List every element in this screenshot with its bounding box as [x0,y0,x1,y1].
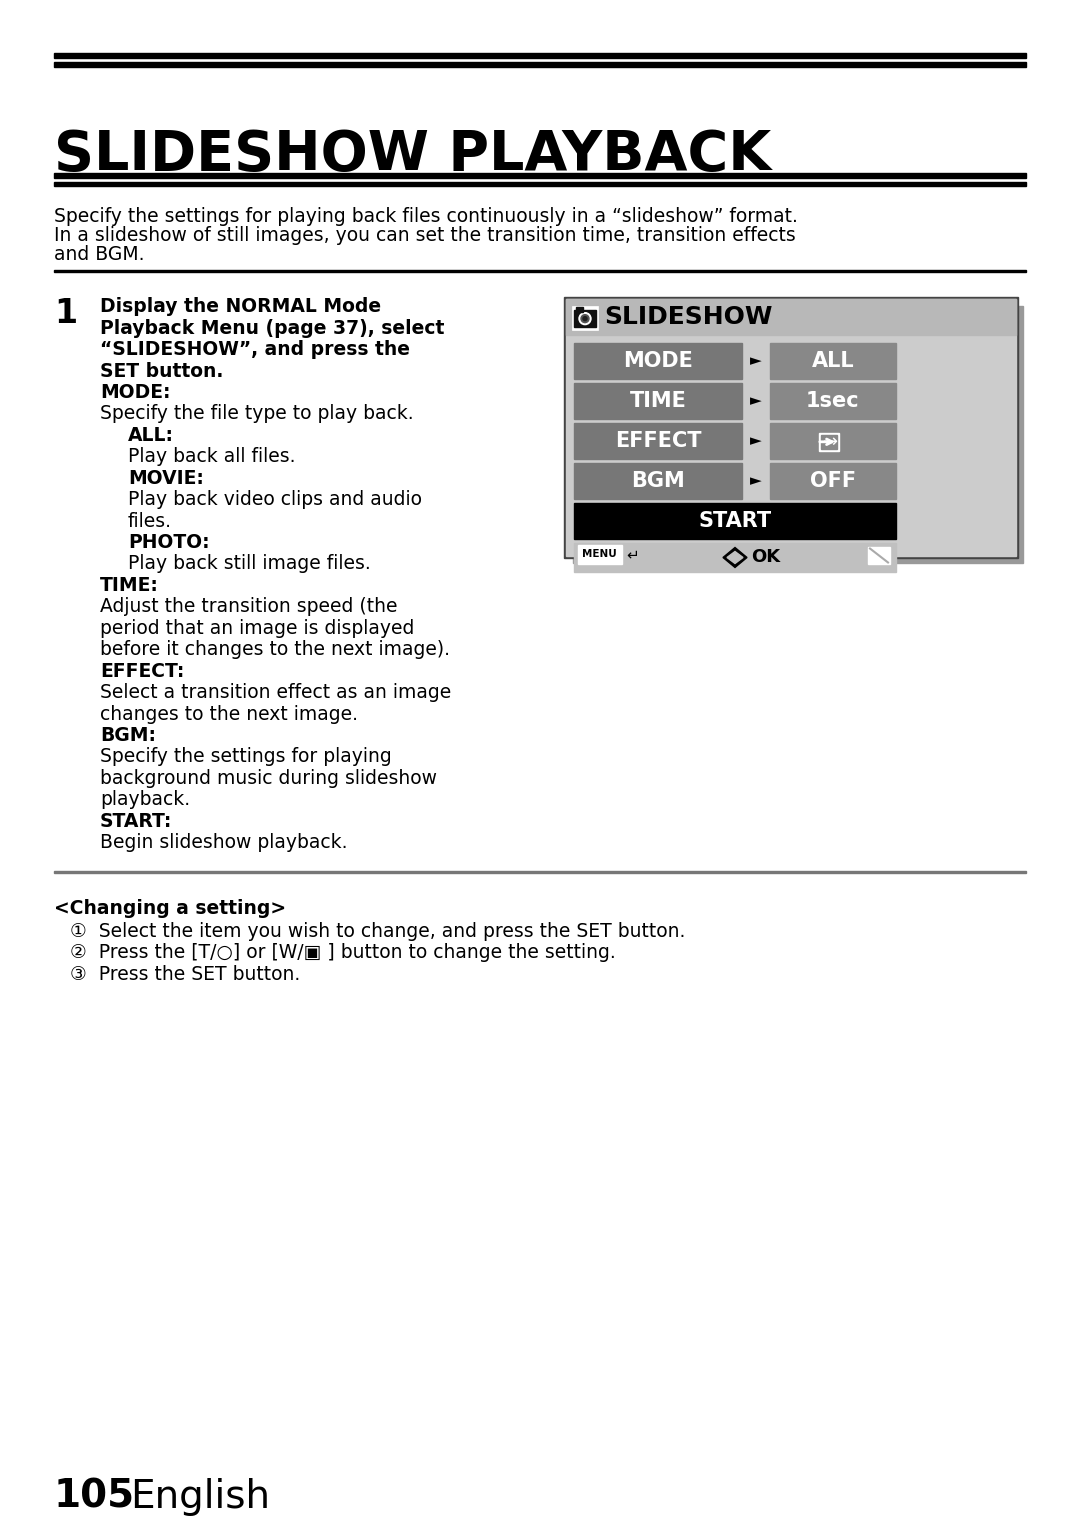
Bar [573,383,742,418]
Text: SLIDESHOW: SLIDESHOW [604,305,772,330]
Text: background music during slideshow: background music during slideshow [100,769,437,787]
Circle shape [579,313,591,325]
Text: Play back all files.: Play back all files. [129,447,296,467]
Text: EFFECT: EFFECT [615,430,701,450]
Text: START: START [699,511,771,531]
Circle shape [583,316,588,320]
Bar [576,307,583,313]
Bar [819,433,839,450]
Bar [770,462,896,499]
Text: “SLIDESHOW”, and press the: “SLIDESHOW”, and press the [100,340,410,359]
Bar [573,307,1023,563]
Text: SET button.: SET button. [100,362,224,380]
Circle shape [581,314,589,322]
Text: PHOTO:: PHOTO: [129,533,210,552]
Text: TIME:: TIME: [100,575,159,595]
Text: ①  Select the item you wish to change, and press the SET button.: ① Select the item you wish to change, an… [70,922,686,940]
Bar [770,423,896,459]
Text: Specify the settings for playing back files continuously in a “slideshow” format: Specify the settings for playing back fi… [54,208,798,226]
Bar [770,343,896,378]
Text: 105: 105 [54,1479,135,1515]
Bar [573,543,896,572]
Text: Specify the settings for playing: Specify the settings for playing [100,748,392,766]
Text: and BGM.: and BGM. [54,246,145,264]
Text: Playback Menu (page 37), select: Playback Menu (page 37), select [100,319,444,337]
Text: BGM: BGM [631,470,685,491]
Text: EFFECT:: EFFECT: [100,662,185,681]
Text: Specify the file type to play back.: Specify the file type to play back. [100,404,414,423]
Text: playback.: playback. [100,790,190,809]
Bar [573,462,742,499]
Bar [566,299,1016,336]
Text: changes to the next image.: changes to the next image. [100,705,357,723]
Text: Begin slideshow playback.: Begin slideshow playback. [100,833,348,852]
Text: Play back still image files.: Play back still image files. [129,554,370,574]
Text: MODE:: MODE: [100,383,171,401]
Bar [54,63,1026,67]
Text: files.: files. [129,511,172,531]
Text: Play back video clips and audio: Play back video clips and audio [129,490,422,510]
Text: →: → [823,433,838,450]
Text: TIME: TIME [630,391,687,410]
Text: 1: 1 [54,298,77,330]
Text: 1sec: 1sec [806,391,860,410]
Polygon shape [723,548,747,568]
Bar [868,546,890,565]
Bar [573,423,742,459]
Text: ↵: ↵ [626,546,638,562]
Text: ALL:: ALL: [129,426,174,446]
Text: ►: ► [751,433,761,449]
Text: Select a transition effect as an image: Select a transition effect as an image [100,684,451,702]
Text: <Changing a setting>: <Changing a setting> [54,899,286,917]
Bar [54,172,1026,177]
Bar [770,383,896,418]
Bar [821,435,837,449]
Text: BGM:: BGM: [100,726,156,745]
Text: English: English [130,1479,270,1515]
Polygon shape [727,551,743,563]
Text: ③  Press the SET button.: ③ Press the SET button. [70,966,300,984]
Text: START:: START: [100,812,173,830]
Text: ②  Press the [T/○] or [W/▣ ] button to change the setting.: ② Press the [T/○] or [W/▣ ] button to ch… [70,943,616,963]
Bar [54,270,1026,272]
Bar [566,299,1016,557]
Bar [564,298,1018,559]
Text: MOVIE:: MOVIE: [129,468,204,488]
Bar [578,545,622,565]
Text: ►: ► [751,473,761,488]
Text: OK: OK [751,548,780,566]
Bar [572,307,598,330]
Text: ►: ► [751,394,761,409]
Bar [573,310,596,327]
Bar [54,53,1026,58]
Text: before it changes to the next image).: before it changes to the next image). [100,641,450,659]
Text: In a slideshow of still images, you can set the transition time, transition effe: In a slideshow of still images, you can … [54,226,796,246]
Text: Adjust the transition speed (the: Adjust the transition speed (the [100,597,397,617]
Text: period that an image is displayed: period that an image is displayed [100,620,415,638]
Text: Display the NORMAL Mode: Display the NORMAL Mode [100,298,381,316]
Text: MENU: MENU [582,549,617,560]
Bar [573,502,896,539]
Text: ALL: ALL [812,351,854,371]
Bar [54,182,1026,186]
Bar [573,343,742,378]
Text: SLIDESHOW PLAYBACK: SLIDESHOW PLAYBACK [54,128,771,182]
Text: OFF: OFF [810,470,856,491]
Text: MODE: MODE [623,351,693,371]
Text: ►: ► [751,354,761,368]
